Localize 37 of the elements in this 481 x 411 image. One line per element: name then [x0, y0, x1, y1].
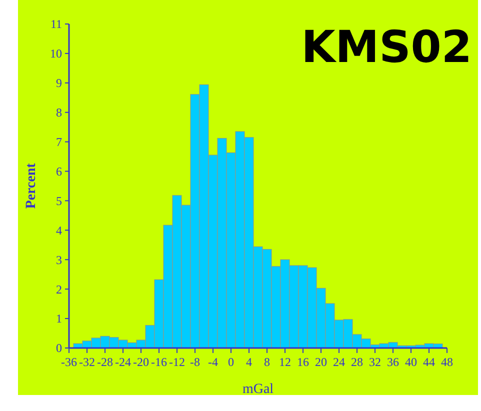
y-tick-label: 11 — [50, 17, 62, 32]
y-tick-label: 7 — [56, 135, 62, 150]
y-tick-label: 2 — [56, 282, 62, 296]
chart-title: KMS02 — [301, 22, 472, 73]
x-tick-label: -16 — [151, 355, 167, 369]
y-axis-title: Percent — [24, 162, 39, 209]
y-tick-label: 3 — [56, 252, 62, 267]
x-tick-label: -28 — [97, 355, 113, 369]
x-tick-label: 44 — [423, 355, 435, 369]
x-tick-label: 28 — [351, 355, 363, 369]
x-tick-label: -8 — [190, 355, 200, 369]
x-tick-label: 48 — [441, 355, 453, 369]
x-tick-label: -36 — [61, 355, 77, 369]
x-tick-label: 20 — [315, 355, 327, 369]
y-tick-label: 1 — [56, 312, 62, 326]
x-tick-label: 24 — [333, 355, 345, 369]
x-tick-label: 40 — [405, 355, 417, 369]
x-tick-label: -4 — [208, 355, 218, 369]
x-tick-label: -32 — [79, 355, 95, 369]
x-tick-label: 0 — [228, 355, 234, 369]
y-tick-label: 5 — [56, 194, 62, 208]
y-tick-label: 0 — [56, 341, 62, 356]
x-tick-label: -12 — [169, 355, 185, 369]
x-tick-label: -20 — [133, 355, 149, 369]
x-tick-label: 8 — [264, 355, 270, 369]
x-tick-label: 4 — [246, 355, 252, 369]
x-axis-title: mGal — [242, 382, 274, 397]
x-tick-label: 32 — [369, 355, 381, 369]
x-tick-label: 16 — [297, 355, 309, 369]
y-tick-label: 8 — [56, 106, 62, 120]
y-tick-label: 9 — [56, 76, 62, 90]
x-tick-label: 36 — [387, 355, 399, 369]
x-tick-label: -24 — [115, 355, 131, 369]
y-tick-label: 6 — [56, 164, 62, 178]
x-tick-label: 12 — [279, 355, 291, 369]
y-tick-label: 10 — [50, 46, 62, 61]
y-tick-label: 4 — [56, 223, 62, 238]
